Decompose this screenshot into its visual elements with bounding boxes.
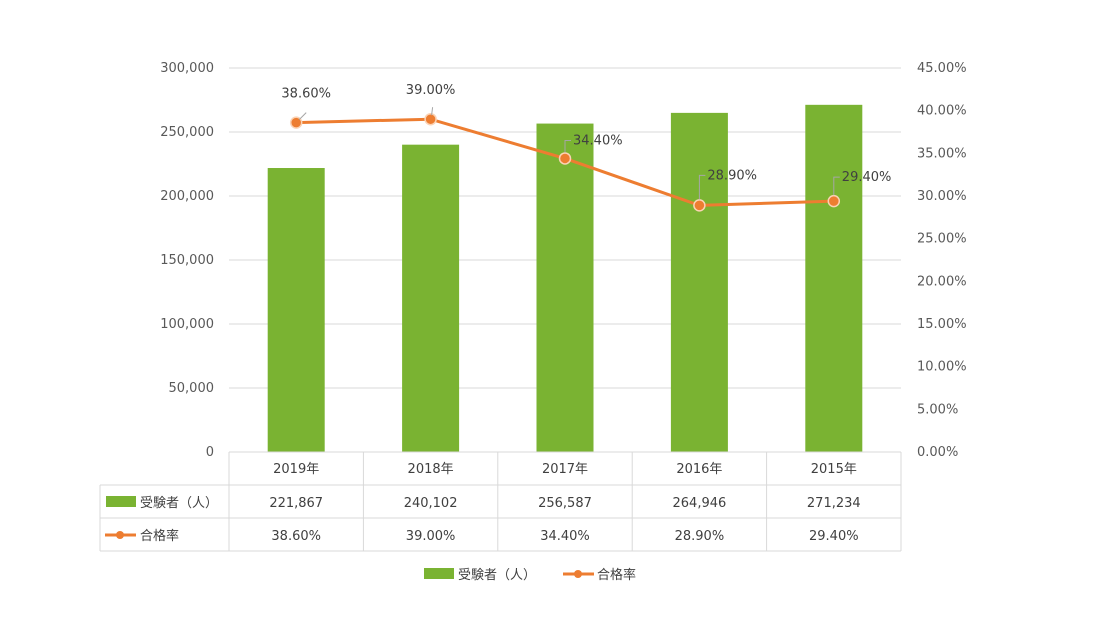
right-axis-tick-label: 30.00%: [917, 189, 967, 204]
data-label: 39.00%: [406, 83, 456, 98]
bar: [536, 123, 594, 453]
table-cell: 28.90%: [675, 529, 725, 544]
data-label: 28.90%: [707, 168, 757, 183]
category-label: 2017年: [542, 462, 588, 477]
right-axis-tick-label: 10.00%: [917, 360, 967, 375]
table-cell: 256,587: [538, 496, 592, 511]
category-label: 2019年: [273, 462, 319, 477]
table-cell: 271,234: [807, 496, 861, 511]
legend-label: 受験者（人）: [458, 568, 536, 583]
category-label: 2016年: [676, 462, 722, 477]
bar: [267, 168, 325, 452]
legend-bar-key: [424, 568, 454, 579]
left-axis-tick-label: 0: [206, 445, 214, 460]
table-cell: 29.40%: [809, 529, 859, 544]
left-axis-tick-label: 200,000: [160, 189, 214, 204]
left-axis-tick-label: 100,000: [160, 317, 214, 332]
data-label: 38.60%: [281, 87, 331, 102]
legend-label: 合格率: [597, 567, 636, 583]
right-axis-tick-label: 45.00%: [917, 61, 967, 76]
bar: [670, 112, 728, 453]
right-axis-tick-label: 35.00%: [917, 146, 967, 161]
bar-legend-key: [106, 496, 136, 507]
bar: [805, 104, 863, 452]
right-axis-tick-label: 25.00%: [917, 232, 967, 247]
legend-line-marker: [574, 570, 582, 578]
table-cell: 38.60%: [271, 529, 321, 544]
left-axis-tick-label: 150,000: [160, 253, 214, 268]
line-point: [424, 112, 437, 126]
bar: [402, 144, 460, 452]
table-cell: 34.40%: [540, 529, 590, 544]
row-header: 合格率: [140, 528, 179, 544]
table-cell: 221,867: [269, 496, 323, 511]
table-cell: 264,946: [673, 496, 727, 511]
line-point: [693, 199, 706, 212]
leader-line: [298, 112, 307, 120]
right-axis-tick-label: 0.00%: [917, 445, 958, 460]
right-axis-tick-label: 5.00%: [917, 402, 958, 417]
line-legend-marker: [116, 531, 124, 539]
leader-line: [564, 139, 571, 153]
right-axis-tick-label: 20.00%: [917, 274, 967, 289]
line-point: [558, 152, 572, 165]
leader-line: [431, 107, 434, 116]
right-axis-tick-label: 15.00%: [917, 317, 967, 332]
category-label: 2018年: [408, 462, 454, 477]
row-header: 受験者（人）: [140, 496, 218, 511]
data-label: 29.40%: [842, 170, 892, 185]
right-axis-tick-label: 40.00%: [917, 104, 967, 119]
table-cell: 240,102: [404, 496, 458, 511]
table-cell: 39.00%: [406, 529, 456, 544]
left-axis-tick-label: 300,000: [160, 61, 214, 76]
line-point: [827, 194, 841, 208]
left-axis-tick-label: 50,000: [169, 381, 215, 396]
leader-line: [833, 176, 840, 196]
line-point: [289, 116, 303, 129]
category-label: 2015年: [811, 462, 857, 477]
left-axis-tick-label: 250,000: [160, 125, 214, 140]
data-label: 34.40%: [573, 133, 623, 148]
leader-line: [698, 174, 706, 200]
